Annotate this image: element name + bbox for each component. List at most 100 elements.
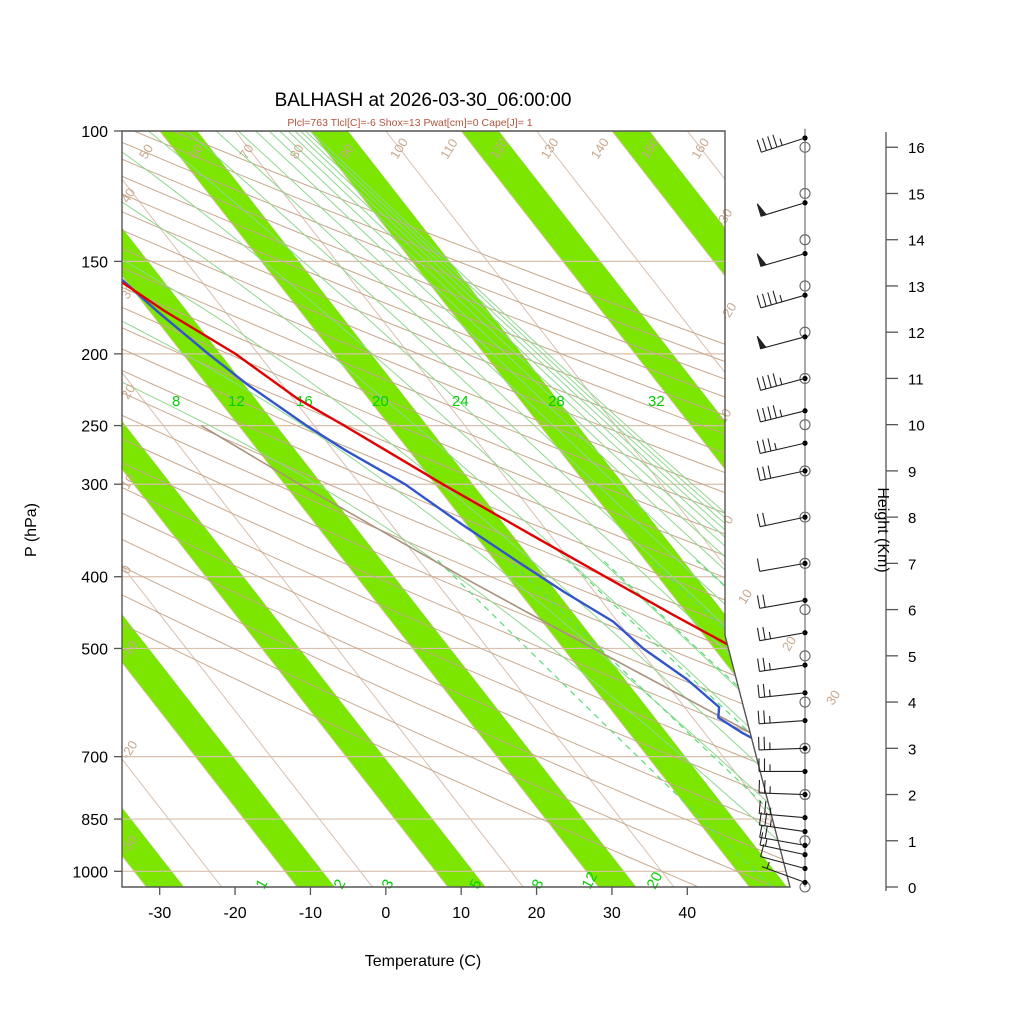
y-axis-label: P (hPa) [23,503,40,557]
wind-barb [758,800,806,819]
height-marker [799,511,811,523]
pressure-tick-label: 400 [81,570,108,587]
wind-barb [758,779,806,796]
moist-adiabat-label: 20 [372,393,389,410]
isotherm-right-label: 30 [823,687,843,707]
x-axis-label: Temperature (C) [365,953,481,970]
wind-barb [756,202,806,217]
pressure-tick-label: 850 [81,812,108,829]
height-tick-label: 14 [908,233,925,250]
height-tick-label: 11 [908,371,924,388]
wind-barb [756,626,806,642]
pressure-tick-label: 150 [81,254,108,271]
height-tick-label: 10 [908,418,925,435]
wind-barb [758,812,806,833]
isotherm-top-label: 50 [136,141,156,161]
x-tick-label: -30 [148,905,171,922]
wind-barb [756,290,806,309]
wind-barb [761,861,806,883]
isotherm-right-label: 20 [779,633,799,653]
plot-frame [121,130,791,888]
parameter-subtitle: Plcl=763 Tlcl[C]=-6 Shox=13 Pwat[cm]=0 C… [287,117,532,129]
pressure-tick-label: 300 [81,477,108,494]
height-tick-label: 1 [908,834,916,851]
pressure-tick-label: 500 [81,641,108,658]
isotherm-top-label: 70 [236,141,256,161]
height-tick-label: 8 [908,510,916,527]
isotherm-top-label: 60 [186,141,206,161]
wind-barb [756,465,806,481]
wind-barb [758,736,806,751]
height-tick-label: 6 [908,603,916,620]
height-tick-label: 5 [908,649,916,666]
isotherm-left-label: 30 [118,281,138,301]
wind-barb [756,438,806,455]
height-tick-label: 9 [908,464,916,481]
height-marker [799,187,811,200]
x-tick-label: 0 [381,905,390,922]
dewpoint-curve [122,131,790,873]
height-tick-label: 0 [908,880,916,897]
wind-barb [756,594,806,609]
height-marker [799,372,811,384]
wind-barb [759,824,806,846]
height-axis-label: Height (Km) [874,487,891,572]
wind-barb-column [756,128,811,893]
isotherm-top-label: 80 [286,141,306,161]
wind-barb [756,253,806,267]
moist-adiabat-lines [122,131,790,872]
wind-level-dot [802,852,808,858]
wind-level-dot [802,865,808,872]
isotherm-left-label: 10 [118,471,138,491]
moist-adiabat-label: 8 [172,393,180,410]
x-tick-label: 10 [452,905,470,922]
mixing-ratio-label: 12 [579,869,602,892]
height-tick-label: 7 [908,556,916,573]
height-marker [799,465,811,477]
x-tick-label: 30 [603,905,621,922]
height-marker [799,557,811,569]
pressure-tick-label: 1000 [72,864,108,881]
wind-barb [758,758,805,772]
height-marker [799,419,811,431]
moist-adiabat-label: 28 [548,393,565,410]
y-axis-ticks: 100 150 200 250 300 400 500 700 850 1000 [72,124,122,881]
wind-barb [757,657,806,673]
height-tick-label: 15 [908,186,925,203]
mixing-ratio-label: 20 [644,869,667,892]
pressure-tick-label: 200 [81,347,108,364]
height-marker [799,234,811,246]
isotherm-left-label: 20 [118,381,138,401]
height-tick-label: 4 [908,695,916,712]
parcel-curve [200,424,790,873]
moist-adiabat-label: 32 [648,393,665,410]
pressure-tick-label: 100 [81,124,108,141]
height-marker [799,650,811,662]
isotherm-left-label: 40 [118,185,138,205]
wind-level-dot [802,879,808,885]
wind-level-dot [802,815,808,821]
isotherm-top-label: 90 [337,141,357,161]
wind-barb [756,558,806,572]
pressure-tick-label: 700 [81,750,108,767]
height-tick-label: 12 [908,325,925,342]
x-axis-ticks: -30 -20 -10 0 10 20 30 40 [148,887,696,922]
wind-level-dot [802,828,808,835]
x-tick-label: 40 [678,905,696,922]
x-tick-label: -10 [299,905,322,922]
height-marker [799,696,811,708]
page-title: BALHASH at 2026-03-30_06:00:00 [275,90,572,111]
wind-barb [756,405,806,423]
wind-barb [756,134,806,153]
wind-barb [756,373,806,391]
height-marker [799,141,811,153]
wind-barb [756,512,806,528]
wind-barb [757,710,806,725]
x-tick-label: -20 [224,905,247,922]
moist-adiabat-label: 24 [452,393,469,410]
wind-barb [757,684,806,699]
